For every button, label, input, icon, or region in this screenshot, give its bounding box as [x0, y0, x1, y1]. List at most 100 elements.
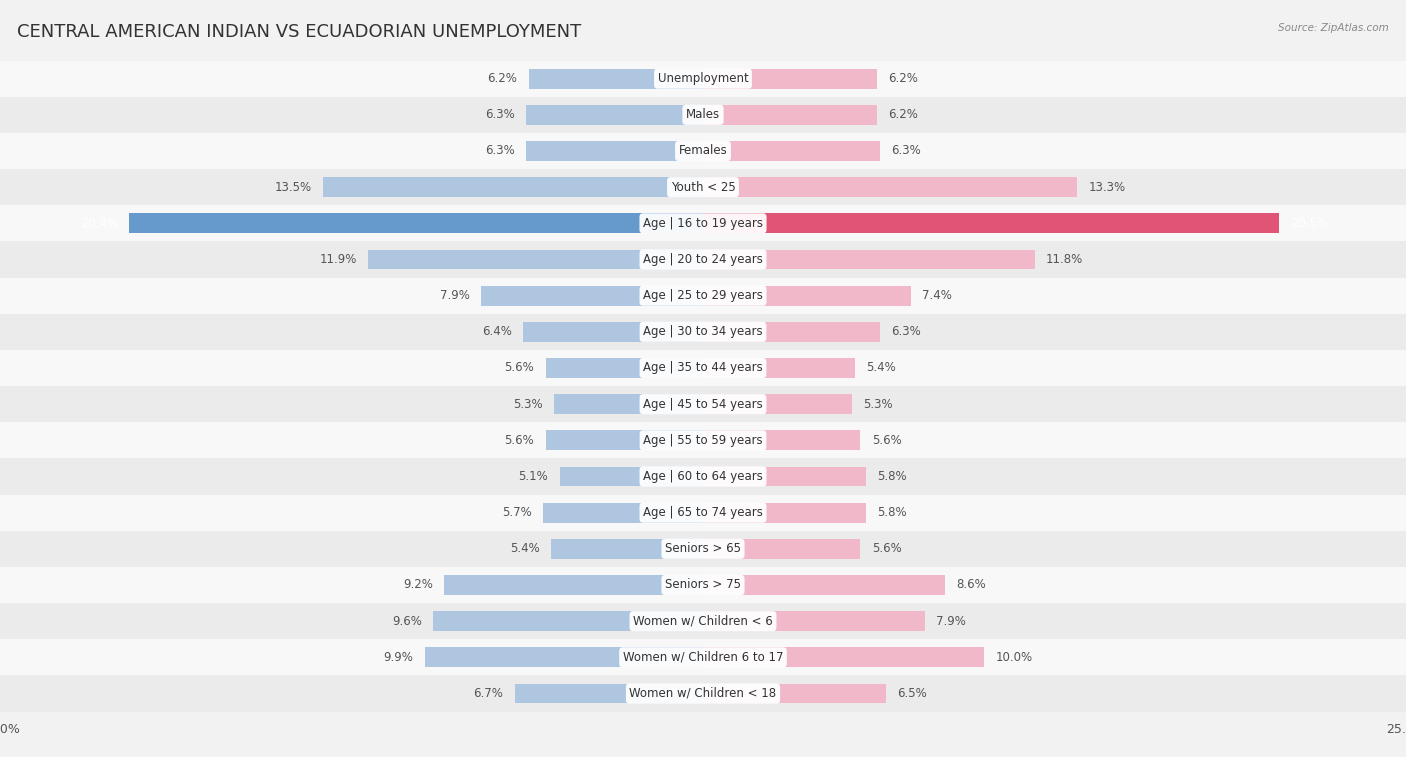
Bar [703, 69, 877, 89]
Text: Seniors > 65: Seniors > 65 [665, 542, 741, 556]
Bar [0, 169, 1406, 205]
Text: Youth < 25: Youth < 25 [671, 181, 735, 194]
Text: 5.8%: 5.8% [877, 470, 907, 483]
Text: 6.3%: 6.3% [485, 145, 515, 157]
Text: 5.6%: 5.6% [872, 542, 901, 556]
Bar [0, 61, 1406, 97]
Bar [703, 684, 886, 703]
Bar [323, 177, 703, 197]
Text: Age | 65 to 74 years: Age | 65 to 74 years [643, 506, 763, 519]
Bar [703, 466, 866, 487]
Bar [703, 503, 866, 522]
Text: 7.9%: 7.9% [936, 615, 966, 628]
Text: 5.4%: 5.4% [510, 542, 540, 556]
Bar [515, 684, 703, 703]
Bar [0, 603, 1406, 639]
Text: 11.8%: 11.8% [1046, 253, 1083, 266]
Bar [703, 250, 1035, 269]
Text: Women w/ Children < 18: Women w/ Children < 18 [630, 687, 776, 700]
Text: Unemployment: Unemployment [658, 72, 748, 85]
Text: 20.4%: 20.4% [82, 217, 118, 230]
Bar [0, 133, 1406, 169]
Bar [0, 350, 1406, 386]
Text: 5.1%: 5.1% [519, 470, 548, 483]
Bar [543, 503, 703, 522]
Text: 5.4%: 5.4% [866, 362, 896, 375]
Text: 6.2%: 6.2% [889, 108, 918, 121]
Text: 6.2%: 6.2% [889, 72, 918, 85]
Text: 6.3%: 6.3% [891, 145, 921, 157]
Text: 9.9%: 9.9% [384, 651, 413, 664]
Bar [703, 575, 945, 595]
Bar [703, 611, 925, 631]
Bar [0, 459, 1406, 494]
Bar [703, 539, 860, 559]
Text: Seniors > 75: Seniors > 75 [665, 578, 741, 591]
Bar [526, 141, 703, 161]
Text: 6.7%: 6.7% [474, 687, 503, 700]
Text: Age | 35 to 44 years: Age | 35 to 44 years [643, 362, 763, 375]
Text: Age | 30 to 34 years: Age | 30 to 34 years [643, 326, 763, 338]
Text: 5.6%: 5.6% [505, 434, 534, 447]
Text: Males: Males [686, 108, 720, 121]
Bar [560, 466, 703, 487]
Bar [0, 241, 1406, 278]
Text: Age | 25 to 29 years: Age | 25 to 29 years [643, 289, 763, 302]
Bar [551, 539, 703, 559]
Text: Age | 20 to 24 years: Age | 20 to 24 years [643, 253, 763, 266]
Bar [703, 431, 860, 450]
Text: Women w/ Children < 6: Women w/ Children < 6 [633, 615, 773, 628]
Text: 5.7%: 5.7% [502, 506, 531, 519]
Bar [0, 97, 1406, 133]
Bar [129, 213, 703, 233]
Text: Age | 45 to 54 years: Age | 45 to 54 years [643, 397, 763, 410]
Bar [0, 494, 1406, 531]
Text: 6.4%: 6.4% [482, 326, 512, 338]
Bar [703, 213, 1279, 233]
Text: 13.3%: 13.3% [1088, 181, 1125, 194]
Text: Age | 16 to 19 years: Age | 16 to 19 years [643, 217, 763, 230]
Bar [0, 313, 1406, 350]
Text: 6.3%: 6.3% [891, 326, 921, 338]
Text: 9.6%: 9.6% [392, 615, 422, 628]
Bar [703, 647, 984, 667]
Bar [425, 647, 703, 667]
Bar [703, 141, 880, 161]
Bar [703, 177, 1077, 197]
Text: 6.2%: 6.2% [488, 72, 517, 85]
Text: 8.6%: 8.6% [956, 578, 986, 591]
Bar [703, 394, 852, 414]
Bar [0, 531, 1406, 567]
Text: Age | 55 to 59 years: Age | 55 to 59 years [643, 434, 763, 447]
Text: 7.4%: 7.4% [922, 289, 952, 302]
Text: 7.9%: 7.9% [440, 289, 470, 302]
Text: Females: Females [679, 145, 727, 157]
Bar [0, 675, 1406, 712]
Bar [546, 358, 703, 378]
Bar [0, 278, 1406, 313]
Text: 13.5%: 13.5% [276, 181, 312, 194]
Text: Women w/ Children 6 to 17: Women w/ Children 6 to 17 [623, 651, 783, 664]
Text: 5.6%: 5.6% [872, 434, 901, 447]
Text: 6.5%: 6.5% [897, 687, 927, 700]
Legend: Central American Indian, Ecuadorian: Central American Indian, Ecuadorian [553, 754, 853, 757]
Text: 9.2%: 9.2% [404, 578, 433, 591]
Bar [0, 386, 1406, 422]
Bar [0, 422, 1406, 459]
Bar [703, 358, 855, 378]
Bar [703, 322, 880, 341]
Bar [523, 322, 703, 341]
Text: 5.3%: 5.3% [863, 397, 893, 410]
Bar [368, 250, 703, 269]
Text: 5.3%: 5.3% [513, 397, 543, 410]
Bar [433, 611, 703, 631]
Text: Source: ZipAtlas.com: Source: ZipAtlas.com [1278, 23, 1389, 33]
Text: 6.3%: 6.3% [485, 108, 515, 121]
Bar [526, 105, 703, 125]
Bar [0, 567, 1406, 603]
Text: 5.6%: 5.6% [505, 362, 534, 375]
Text: Age | 60 to 64 years: Age | 60 to 64 years [643, 470, 763, 483]
Bar [546, 431, 703, 450]
Text: CENTRAL AMERICAN INDIAN VS ECUADORIAN UNEMPLOYMENT: CENTRAL AMERICAN INDIAN VS ECUADORIAN UN… [17, 23, 581, 41]
Bar [703, 285, 911, 306]
